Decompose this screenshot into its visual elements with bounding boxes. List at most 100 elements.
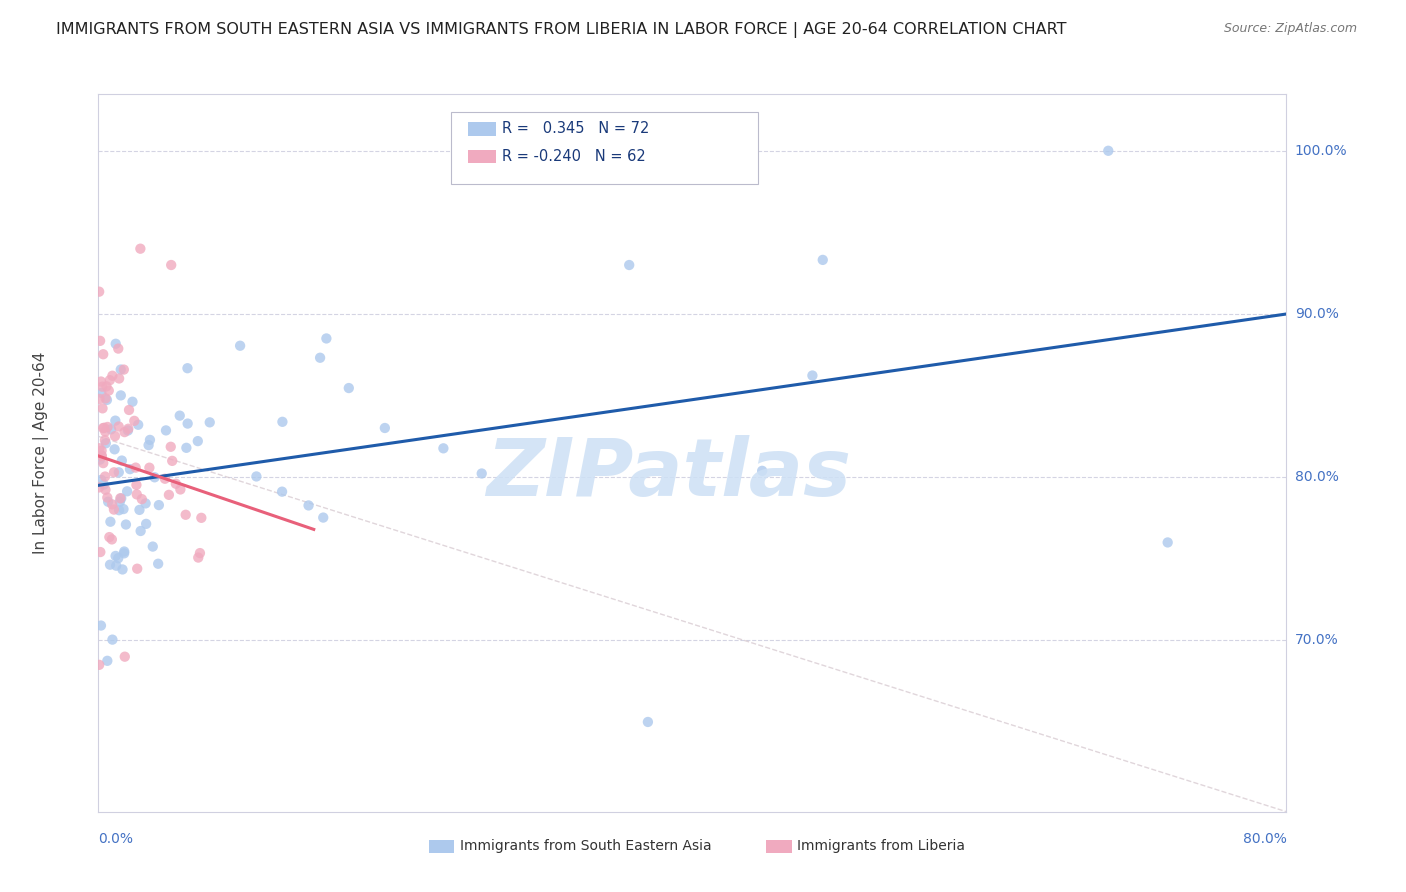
- Text: R = -0.240   N = 62: R = -0.240 N = 62: [502, 149, 645, 163]
- Text: ZIPatlas: ZIPatlas: [486, 435, 851, 513]
- Point: [100, 422, 122, 436]
- Point: [89, 334, 111, 348]
- Point: [104, 336, 127, 351]
- Point: [103, 502, 125, 516]
- Point: [125, 478, 148, 492]
- Point: [108, 371, 131, 385]
- Point: [110, 388, 132, 402]
- Point: [96, 392, 118, 407]
- Point: [229, 339, 252, 353]
- Point: [104, 414, 127, 428]
- Point: [174, 508, 197, 522]
- Point: [100, 515, 122, 529]
- Point: [94, 469, 117, 483]
- Point: [101, 533, 124, 547]
- Point: [811, 252, 834, 267]
- Text: 80.0%: 80.0%: [1295, 470, 1339, 484]
- Point: [89, 285, 111, 299]
- Point: [112, 502, 135, 516]
- Point: [89, 452, 111, 467]
- Point: [128, 503, 150, 517]
- Point: [125, 487, 148, 501]
- Text: 100.0%: 100.0%: [1295, 144, 1347, 158]
- Point: [110, 362, 132, 376]
- Text: Source: ZipAtlas.com: Source: ZipAtlas.com: [1223, 22, 1357, 36]
- Point: [104, 549, 127, 563]
- Point: [142, 540, 165, 554]
- Point: [153, 472, 176, 486]
- Text: 70.0%: 70.0%: [1295, 633, 1339, 648]
- Point: [93, 421, 115, 435]
- Point: [129, 524, 152, 538]
- Point: [138, 438, 160, 452]
- Point: [107, 551, 129, 566]
- Point: [131, 492, 153, 507]
- Point: [190, 511, 212, 525]
- Point: [101, 632, 124, 647]
- Point: [111, 453, 134, 467]
- Point: [176, 417, 198, 431]
- Point: [115, 484, 138, 499]
- Point: [148, 498, 170, 512]
- Point: [169, 409, 191, 423]
- Point: [91, 401, 114, 416]
- Text: Immigrants from South Eastern Asia: Immigrants from South Eastern Asia: [460, 838, 711, 853]
- Point: [121, 394, 143, 409]
- Point: [135, 496, 157, 510]
- Point: [107, 465, 129, 479]
- Point: [176, 441, 198, 455]
- Point: [138, 460, 160, 475]
- Point: [89, 545, 111, 559]
- Point: [114, 425, 136, 439]
- Point: [118, 403, 141, 417]
- Point: [107, 342, 129, 356]
- Point: [90, 618, 112, 632]
- Point: [89, 442, 111, 456]
- Point: [127, 417, 149, 432]
- Point: [91, 456, 114, 470]
- Point: [91, 347, 114, 361]
- Point: [432, 442, 454, 456]
- Point: [187, 434, 209, 449]
- Point: [103, 465, 125, 479]
- Point: [90, 375, 112, 389]
- Point: [90, 473, 112, 487]
- Point: [96, 654, 118, 668]
- Point: [271, 415, 294, 429]
- Point: [91, 421, 114, 435]
- Point: [637, 714, 659, 729]
- Point: [315, 331, 337, 345]
- Point: [337, 381, 360, 395]
- Point: [101, 368, 124, 383]
- Point: [96, 420, 118, 434]
- Point: [112, 546, 135, 560]
- Text: IMMIGRANTS FROM SOUTH EASTERN ASIA VS IMMIGRANTS FROM LIBERIA IN LABOR FORCE | A: IMMIGRANTS FROM SOUTH EASTERN ASIA VS IM…: [56, 22, 1067, 38]
- Point: [1097, 144, 1119, 158]
- Point: [94, 392, 117, 406]
- Point: [104, 429, 127, 443]
- Point: [112, 362, 135, 376]
- Point: [98, 373, 121, 387]
- Point: [127, 562, 149, 576]
- Text: 90.0%: 90.0%: [1295, 307, 1339, 321]
- Point: [1156, 535, 1178, 549]
- Point: [94, 425, 117, 439]
- Point: [146, 557, 169, 571]
- Point: [129, 242, 152, 256]
- Point: [89, 392, 111, 406]
- Text: R =   0.345   N = 72: R = 0.345 N = 72: [502, 121, 650, 136]
- Point: [245, 469, 267, 483]
- Point: [111, 562, 134, 576]
- Point: [117, 422, 139, 436]
- Point: [94, 434, 117, 448]
- Point: [97, 384, 120, 398]
- Point: [125, 460, 148, 475]
- Point: [619, 258, 641, 272]
- Point: [101, 497, 124, 511]
- Text: 0.0%: 0.0%: [98, 832, 134, 846]
- Point: [198, 415, 221, 429]
- Point: [110, 491, 132, 506]
- Point: [374, 421, 396, 435]
- Point: [89, 480, 111, 494]
- Point: [105, 558, 128, 573]
